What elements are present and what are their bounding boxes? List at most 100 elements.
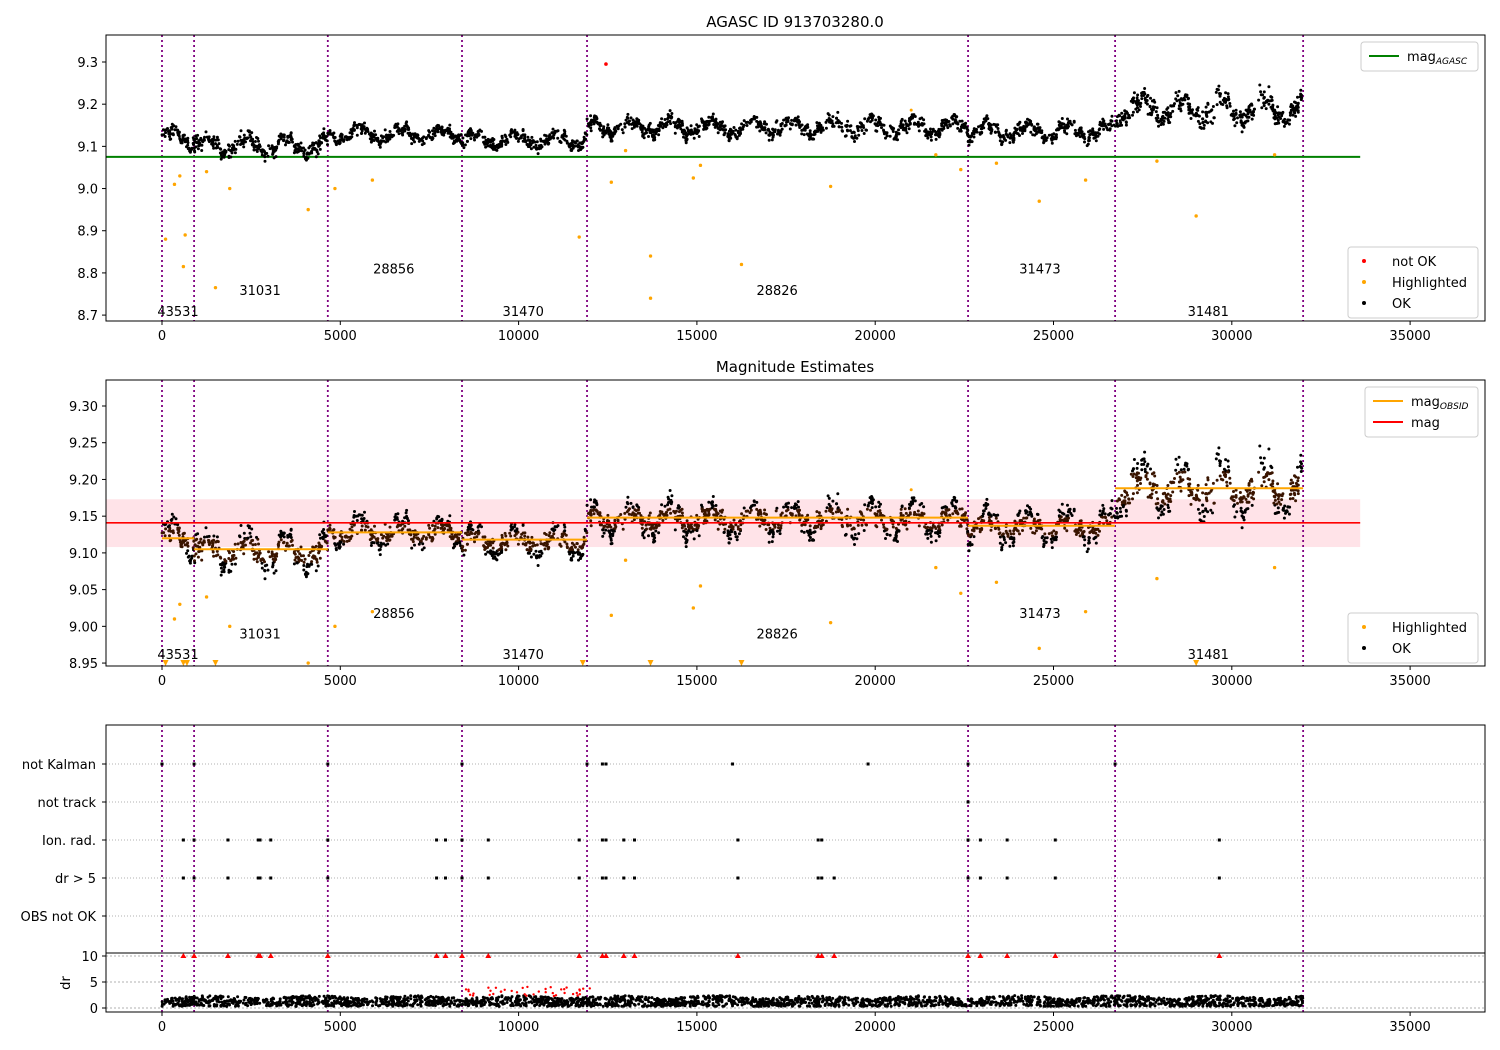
ok-point	[1157, 120, 1161, 124]
ok-point	[396, 122, 400, 126]
ok-point	[790, 118, 794, 122]
highlighted-point	[178, 174, 182, 178]
ok-point	[412, 535, 416, 539]
ok-point	[755, 119, 759, 123]
ok-point	[589, 498, 593, 502]
ok-point	[260, 153, 264, 157]
ok-point	[164, 128, 168, 132]
ok-point	[1232, 109, 1235, 113]
ok-point	[275, 554, 279, 558]
highlighted-point	[691, 176, 696, 180]
ok-point	[410, 537, 413, 541]
ok-point	[340, 535, 344, 539]
ok-point	[778, 133, 782, 137]
ok-point	[726, 534, 730, 538]
ok-point	[816, 124, 819, 128]
ok-point	[1126, 116, 1130, 120]
ok-point	[417, 542, 421, 546]
ok-point	[608, 523, 612, 527]
ok-point	[194, 134, 198, 138]
ok-point	[967, 549, 971, 553]
ok-point	[353, 121, 356, 125]
ok-point	[903, 119, 907, 123]
ok-point	[1296, 109, 1300, 113]
ok-point	[1201, 117, 1205, 121]
ok-point	[432, 126, 436, 130]
ok-point	[937, 534, 941, 538]
ok-point	[733, 530, 737, 534]
ok-point	[211, 543, 215, 547]
ok-point	[832, 124, 836, 128]
ok-point	[795, 503, 798, 507]
ok-point	[547, 138, 551, 142]
ok-point	[1109, 506, 1113, 510]
ok-point	[1222, 96, 1226, 100]
ok-point	[780, 127, 784, 131]
ok-point	[233, 562, 237, 566]
ok-point	[1074, 132, 1078, 136]
ok-point	[651, 128, 655, 132]
ok-point	[171, 529, 175, 533]
ok-point	[732, 518, 736, 522]
ok-point	[277, 134, 281, 138]
ok-point	[1016, 529, 1020, 533]
ok-point	[475, 135, 479, 139]
ok-point	[573, 551, 577, 555]
ok-point	[1135, 110, 1139, 114]
ok-point	[845, 123, 849, 127]
ok-point	[1159, 123, 1163, 127]
ok-point	[436, 130, 440, 134]
ok-point	[322, 127, 326, 131]
ok-point	[415, 536, 419, 540]
ok-point	[188, 559, 192, 563]
ok-point	[582, 535, 586, 539]
highlighted-point	[959, 167, 963, 172]
ok-point	[624, 505, 628, 509]
ok-point	[853, 533, 857, 536]
ok-point	[680, 511, 684, 515]
ok-point	[746, 120, 750, 124]
ok-point	[953, 506, 957, 510]
ok-point	[866, 118, 870, 121]
ok-point	[654, 128, 658, 132]
ok-point	[951, 512, 955, 516]
ok-point	[255, 535, 258, 539]
ok-point	[806, 133, 810, 137]
chart-title: Magnitude Estimates	[716, 358, 874, 376]
ok-point	[680, 507, 684, 511]
ok-point	[1097, 128, 1101, 132]
ok-point	[249, 541, 252, 545]
ok-point	[393, 518, 397, 522]
ok-point	[428, 526, 432, 530]
ok-point	[212, 554, 216, 558]
ok-point	[749, 120, 753, 124]
ok-point	[960, 119, 964, 123]
ok-point	[560, 535, 564, 539]
ok-point	[1166, 506, 1170, 510]
ok-point	[1120, 123, 1124, 127]
ok-point	[808, 524, 812, 528]
ok-point	[1004, 541, 1008, 545]
ok-point	[985, 497, 989, 501]
ok-point	[673, 121, 677, 125]
ok-point	[450, 136, 454, 140]
ok-point	[944, 508, 948, 512]
ok-point	[465, 139, 469, 143]
ok-point	[299, 554, 303, 558]
ok-point	[911, 114, 915, 118]
ok-point	[1039, 527, 1043, 531]
ok-point	[287, 544, 291, 548]
ok-point	[525, 548, 529, 552]
ok-point	[1291, 113, 1295, 117]
ok-point	[905, 131, 909, 135]
ok-point	[472, 136, 476, 140]
ok-point	[1131, 101, 1135, 104]
ok-point	[908, 503, 912, 507]
ok-point	[1087, 139, 1091, 143]
ok-point	[677, 504, 680, 508]
ok-point	[1102, 127, 1106, 131]
ok-point	[1279, 117, 1283, 120]
ok-point	[885, 134, 889, 138]
ok-point	[696, 125, 700, 129]
ok-point	[1260, 106, 1264, 110]
